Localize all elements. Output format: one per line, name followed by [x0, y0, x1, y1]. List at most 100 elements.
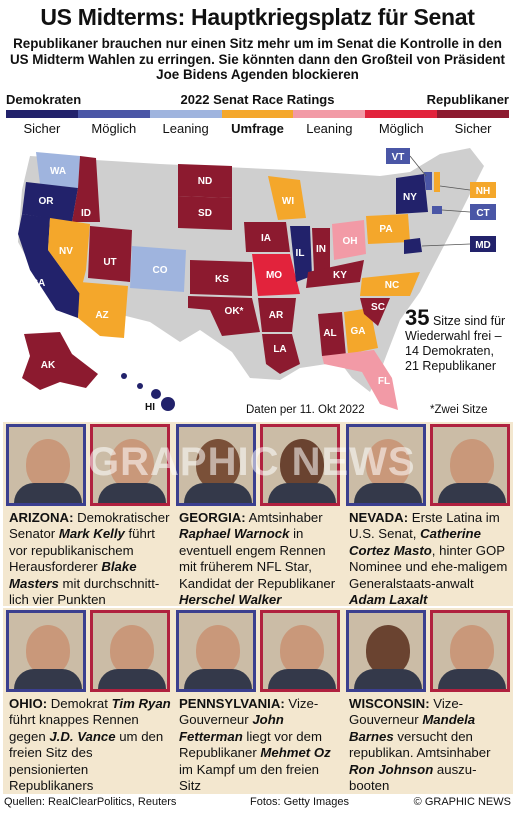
- label-OK: OK*: [225, 306, 244, 317]
- label-FL: FL: [378, 376, 390, 387]
- state-NY: [396, 174, 428, 214]
- text: führt knappes Rennen gegen: [9, 712, 139, 744]
- panel-pennsylvania: PENNSYLVANIA: Vize-Gouverneur John Fette…: [173, 608, 343, 794]
- state-CT-shape: [432, 206, 442, 214]
- footnote: *Zwei Sitze: [430, 404, 488, 416]
- label-AK: AK: [41, 360, 56, 371]
- candidate-name: Catherine Cortez Masto: [349, 526, 481, 558]
- state-UT: [88, 226, 132, 282]
- callout-CT: [470, 204, 496, 220]
- legend-swatch-rep-lean: [293, 110, 366, 118]
- legend-color-bar: [6, 110, 510, 118]
- legend-dem-heading: Demokraten: [6, 92, 82, 107]
- candidate-photo-rep: [260, 424, 340, 506]
- photo-pair: [343, 608, 513, 694]
- state-AR: [258, 298, 296, 332]
- label-CA: CA: [31, 278, 45, 289]
- legend-swatch-rep-safe: [437, 110, 510, 118]
- state-OR: [22, 182, 78, 222]
- text: , hinter GOP Nominee und ehe-maligem Gen…: [349, 542, 508, 591]
- legend-swatch-dem-safe: [6, 110, 78, 118]
- state-WA: [36, 152, 80, 188]
- state-KS: [190, 260, 252, 296]
- candidate-name: Blake Masters: [9, 559, 137, 591]
- state-IN: [312, 228, 330, 272]
- state-LA: [262, 334, 300, 374]
- candidate-photo-dem: [346, 610, 426, 692]
- panel-nevada: NEVADA: Erste Latina im U.S. Senat, Cath…: [343, 422, 513, 606]
- legend-label: Leaning: [162, 121, 209, 136]
- label-SD: SD: [198, 208, 212, 219]
- text: um den freien Sitz des pensionierten Rep…: [9, 728, 164, 794]
- candidate-name: Adam Laxalt: [349, 592, 428, 606]
- state-MO: [252, 254, 300, 296]
- seats-description: Sitze sind für Wiederwahl frei – 14 Demo…: [405, 314, 506, 373]
- text: Erste Latina im U.S. Senat,: [349, 510, 500, 542]
- panel-arizona: ARIZONA: Demokratischer Senator Mark Kel…: [3, 422, 173, 606]
- state-MD: [404, 238, 422, 254]
- text: Vize-Gouverneur: [179, 696, 319, 728]
- label-GA: GA: [351, 326, 366, 337]
- candidate-photo-rep: [90, 610, 170, 692]
- label-SC: SC: [371, 302, 385, 313]
- candidate-name: Raphael Warnock: [179, 526, 290, 542]
- panel-text: GEORGIA: Amtsinhaber Raphael Warnock in …: [179, 510, 341, 606]
- legend-labels: Sicher Möglich Leaning Umfrage Leaning M…: [6, 121, 509, 136]
- panel-state: NEVADA:: [349, 510, 409, 525]
- page-subtitle: Republikaner brauchen nur einen Sitz meh…: [9, 36, 505, 82]
- page-title: US Midterms: Hauptkriegsplatz für Senat: [40, 4, 475, 30]
- seats-number: 35: [405, 305, 430, 330]
- label-KS: KS: [215, 274, 229, 285]
- legend-swatch-dem-lean: [149, 110, 222, 118]
- candidate-photo-rep: [430, 424, 510, 506]
- candidate-photo-dem: [6, 610, 86, 692]
- legend-label: Sicher: [454, 121, 492, 136]
- candidate-name: Tim Ryan: [111, 696, 171, 711]
- callout-NH: [470, 182, 496, 198]
- watermark: GRAPHIC NEWS: [88, 440, 416, 484]
- text: in eventuell engem Rennen mit früherem N…: [179, 526, 336, 591]
- legend-label: Sicher: [23, 121, 61, 136]
- state-GA: [344, 308, 378, 354]
- state-AK: [22, 332, 98, 390]
- label-NH: NH: [476, 186, 490, 197]
- panel-text: OHIO: Demokrat Tim Ryan führt knappes Re…: [9, 696, 171, 794]
- label-OH: OH: [343, 236, 358, 247]
- panel-text: WISCONSIN: Vize-Gouverneur Mandela Barne…: [349, 696, 511, 794]
- label-HI: HI: [145, 402, 155, 413]
- candidate-name: Mandela Barnes: [349, 712, 476, 744]
- label-WA: WA: [50, 166, 66, 177]
- text: führt vor republikanischem Herausfordere…: [9, 526, 155, 575]
- text: auszu-booten: [349, 761, 477, 794]
- state-KY: [306, 260, 364, 288]
- legend-label: Umfrage: [231, 121, 284, 136]
- us-senate-map: WA OR CA ID NV UT AZ CO ND SD KS OK* IA …: [0, 142, 515, 420]
- label-MD: MD: [475, 240, 491, 251]
- label-MO: MO: [266, 270, 282, 281]
- label-NV: NV: [59, 246, 73, 257]
- state-OH: [332, 220, 366, 260]
- label-OR: OR: [39, 196, 55, 207]
- candidate-name: Mark Kelly: [58, 526, 125, 542]
- state-HI: [121, 373, 175, 411]
- text: Amtsinhaber: [245, 510, 323, 525]
- text: mit durchschnitt-lich vier Punkten: [9, 575, 160, 606]
- legend-rep-heading: Republikaner: [426, 92, 509, 107]
- label-ID: ID: [81, 208, 91, 219]
- state-SC: [360, 298, 390, 326]
- label-NY: NY: [403, 192, 417, 203]
- photo-pair: [3, 608, 173, 694]
- state-AZ: [78, 282, 128, 338]
- label-LA: LA: [273, 344, 286, 355]
- label-AL: AL: [323, 328, 336, 339]
- label-NC: NC: [385, 280, 399, 291]
- candidate-photo-dem: [346, 424, 426, 506]
- legend-swatch-rep-likely: [365, 110, 438, 118]
- label-CT: CT: [476, 208, 489, 219]
- candidate-photo-rep: [260, 610, 340, 692]
- text: im Kampf um den freien Sitz: [179, 761, 319, 794]
- label-UT: UT: [103, 257, 116, 268]
- legend-label: Möglich: [378, 121, 424, 136]
- panel-state: OHIO:: [9, 696, 48, 711]
- panel-text: PENNSYLVANIA: Vize-Gouverneur John Fette…: [179, 696, 341, 794]
